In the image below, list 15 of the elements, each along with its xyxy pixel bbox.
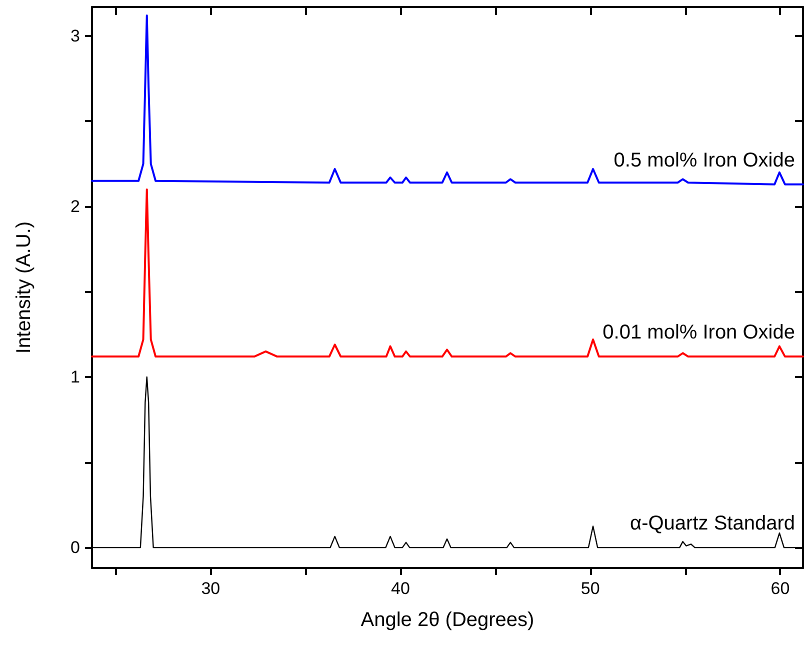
y-tick-label: 1 (70, 368, 80, 387)
x-tick-label: 30 (201, 579, 220, 598)
x-tick-label: 40 (391, 579, 410, 598)
series-label: 0.01 mol% Iron Oxide (602, 322, 795, 344)
series-label: 0.5 mol% Iron Oxide (614, 149, 795, 172)
y-axis-title: Intensity (A.U.) (13, 221, 35, 354)
x-tick-label: 50 (580, 579, 600, 598)
line-series (91, 14, 804, 186)
y-tick-label: 3 (70, 26, 80, 46)
series-label: α-Quartz Standard (630, 512, 795, 535)
y-tick-label: 0 (70, 538, 80, 558)
x-axis-title: Angle 2θ (Degrees) (360, 609, 534, 631)
line-series (91, 188, 804, 358)
y-tick-label: 2 (70, 197, 80, 216)
x-tick-label: 60 (770, 579, 790, 598)
